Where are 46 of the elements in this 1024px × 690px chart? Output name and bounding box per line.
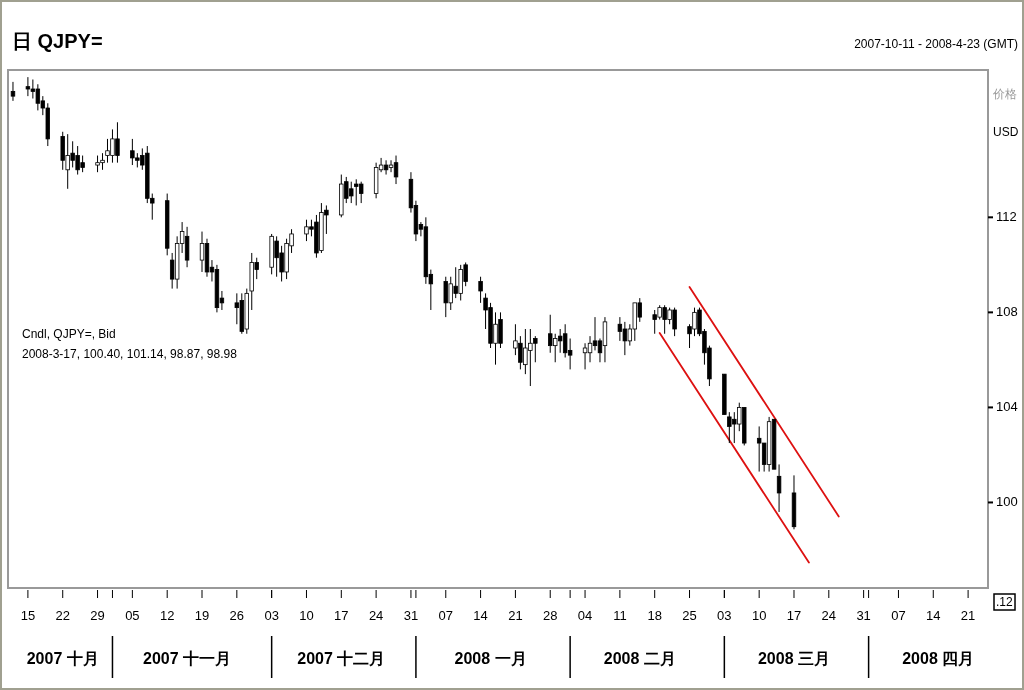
annotation: 2008-3-17, 100.40, 101.14, 98.87, 98.98 xyxy=(22,347,238,361)
x-tick-label: 03 xyxy=(264,608,279,623)
x-tick-label: 12 xyxy=(159,608,175,623)
text: .12 xyxy=(996,595,1014,609)
x-tick-label: 14 xyxy=(473,608,488,623)
x-tick-label: 18 xyxy=(647,608,662,623)
x-tick-label: 17 xyxy=(334,608,349,623)
y-tick-label: 108 xyxy=(996,303,1018,319)
x2-tick-label: 2008 一月 xyxy=(454,650,527,667)
x-tick-label: 31 xyxy=(403,608,419,623)
x-tick-label: 31 xyxy=(856,608,871,623)
annotation: Cndl, QJPY=, Bid xyxy=(22,327,116,341)
chart-subtitle: 2007-10-11 - 2008-4-23 (GMT) xyxy=(854,37,1018,51)
x-tick-label: 24 xyxy=(368,608,384,623)
x-tick-label: 10 xyxy=(751,608,767,623)
chart-title: 日 QJPY= xyxy=(12,30,103,52)
x-tick-label: 28 xyxy=(543,608,558,623)
x-tick-label: 19 xyxy=(194,608,210,623)
x2-tick-label: 2007 十月 xyxy=(26,650,99,667)
x2-tick-label: 2008 二月 xyxy=(603,650,676,667)
x-tick-label: 03 xyxy=(717,608,732,623)
x-tick-label: 21 xyxy=(960,608,976,623)
x-tick-label: 26 xyxy=(229,608,245,623)
y-tick-label: 100 xyxy=(996,493,1018,509)
x-tick-label: 24 xyxy=(821,608,837,623)
x-tick-label: 29 xyxy=(90,608,105,623)
x2-tick-label: 2007 十二月 xyxy=(297,650,386,667)
y-axis-title: 价格 xyxy=(992,87,1017,101)
text: USD xyxy=(993,125,1019,139)
x-tick-label: 15 xyxy=(20,608,36,623)
x-tick-label: 21 xyxy=(508,608,523,623)
x2-tick-label: 2008 三月 xyxy=(757,650,831,667)
x-tick-label: 07 xyxy=(891,608,906,623)
x-tick-label: 22 xyxy=(55,608,70,623)
y-tick-label: 104 xyxy=(996,398,1018,414)
x-tick-label: 10 xyxy=(299,608,314,623)
x2-tick-label: 2008 四月 xyxy=(902,650,975,667)
x2-tick-label: 2007 十一月 xyxy=(143,650,232,667)
x-tick-label: 05 xyxy=(125,608,140,623)
x-tick-label: 04 xyxy=(577,608,593,623)
x-tick-label: 14 xyxy=(926,608,941,623)
x-tick-label: 07 xyxy=(438,608,453,623)
x-tick-label: 25 xyxy=(682,608,697,623)
y-tick-label: 112 xyxy=(996,208,1017,224)
x-tick-label: 11 xyxy=(613,608,627,623)
x-tick-label: 17 xyxy=(786,608,802,623)
